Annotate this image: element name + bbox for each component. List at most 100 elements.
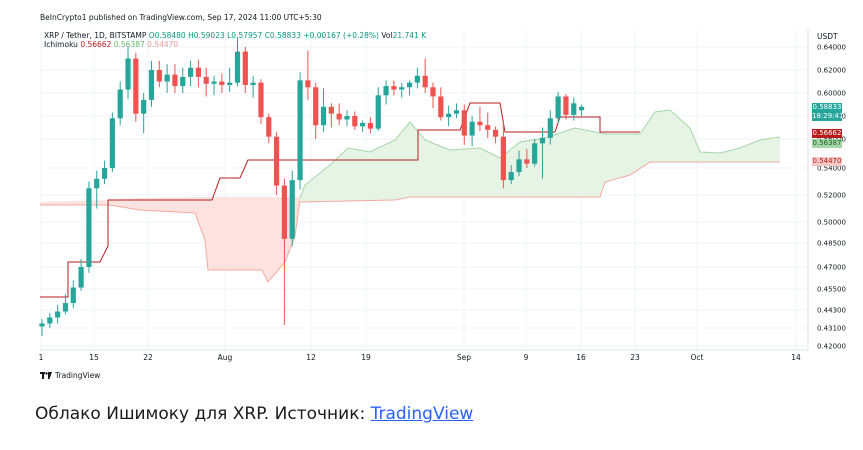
candle-body — [117, 89, 123, 119]
candle-body — [227, 82, 233, 85]
tradingview-brand: TradingView — [55, 371, 101, 380]
base-line-badge: 0.56662 — [812, 129, 842, 138]
indicator-legend[interactable]: Ichimoku 0.56662 0.56387 0.54470 — [44, 40, 178, 49]
caption-text: Облако Ишимоку для XRP. Источник: — [35, 404, 371, 424]
cloud-bullish — [300, 110, 780, 202]
candle-body — [266, 117, 272, 137]
cloud-bearish — [40, 197, 300, 282]
candle-body — [297, 80, 303, 181]
volume-label: Vol — [381, 31, 393, 40]
price-tick-label: 0.54000 — [817, 165, 846, 173]
candle-body — [86, 188, 92, 267]
candle-body — [125, 58, 131, 90]
price-tick-label: 0.47000 — [817, 264, 846, 272]
candle-body — [477, 121, 483, 126]
time-tick-label: 16 — [576, 353, 586, 362]
candle-body — [164, 74, 170, 82]
ichimoku-span-a-value: 0.56387 — [113, 40, 145, 49]
price-tick-label: 0.62000 — [817, 67, 846, 75]
bar-countdown: 18:29:41 — [812, 112, 844, 120]
span-a-line — [299, 109, 781, 199]
candle-body — [414, 75, 420, 83]
candle-body — [383, 86, 389, 96]
span-b-line — [299, 161, 780, 203]
candle-body — [438, 96, 444, 118]
candle-body — [461, 110, 467, 136]
span-b-bear-edge — [40, 199, 301, 283]
grid — [40, 28, 809, 351]
candle-body — [375, 95, 381, 129]
last-price: 0.58833 — [812, 103, 842, 111]
time-tick-label: 23 — [630, 353, 640, 362]
candle-body — [320, 106, 327, 126]
candle-body — [148, 70, 155, 100]
candle-body — [62, 303, 69, 312]
candle-body — [406, 82, 413, 88]
image-caption: Облако Ишимоку для XRP. Источник: Tradin… — [35, 404, 473, 424]
candle-body — [305, 80, 311, 88]
ichimoku-span-b-value: 0.54470 — [147, 40, 179, 49]
price-tick-label: 0.60000 — [817, 90, 846, 98]
last-price-badge: 0.58833 18:29:41 — [812, 103, 844, 121]
candle-body — [555, 96, 561, 119]
price-tick-label: 0.45500 — [817, 286, 846, 294]
candle-body — [274, 136, 280, 186]
candles — [39, 37, 585, 337]
candle-body — [500, 136, 506, 181]
candle-body — [180, 76, 186, 87]
candle-body — [101, 168, 108, 179]
candle-body — [571, 103, 577, 115]
price-tick-label: 0.48500 — [817, 240, 846, 248]
symbol-name[interactable]: XRP / Tether, 1D, BITSTAMP — [44, 31, 147, 40]
time-tick-label: 19 — [361, 353, 371, 362]
candle-body — [195, 67, 201, 77]
candle-body — [430, 87, 436, 97]
ohlc-values: O0.58480 H0.59023 L0.57957 C0.58833 +0.0… — [148, 31, 379, 40]
source-link[interactable]: TradingView — [370, 404, 474, 424]
candle-body — [539, 137, 546, 144]
candle-body — [242, 51, 248, 85]
candle-body — [367, 122, 374, 129]
price-axis[interactable]: 0.640000.620000.600000.580000.560000.540… — [817, 44, 846, 351]
candle-body — [78, 267, 84, 288]
candle-body — [532, 143, 538, 164]
span-b-badge: 0.54470 — [812, 157, 842, 166]
candle-body — [360, 122, 366, 127]
candle-body — [94, 178, 100, 189]
candle-body — [453, 110, 460, 114]
indicator-name[interactable]: Ichimoku — [44, 40, 78, 49]
candle-body — [399, 87, 405, 90]
currency-label: USDT — [817, 32, 838, 41]
candle-body — [234, 51, 241, 83]
publisher-info: BeInCrypto1 published on TradingView.com… — [40, 13, 322, 22]
candle-body — [336, 113, 342, 120]
candle-body — [563, 96, 569, 115]
price-chart[interactable]: 0.640000.620000.600000.580000.560000.540… — [0, 0, 863, 395]
candle-body — [289, 180, 295, 239]
candle-body — [187, 67, 194, 77]
time-tick-label: 1 — [39, 353, 44, 362]
candle-body — [172, 74, 178, 87]
price-tick-label: 0.42000 — [817, 343, 846, 351]
candle-body — [203, 76, 209, 84]
tradingview-logo-icon — [40, 372, 52, 379]
symbol-legend[interactable]: XRP / Tether, 1D, BITSTAMP O0.58480 H0.5… — [44, 31, 426, 40]
price-tick-label: 0.43100 — [817, 325, 846, 333]
candle-body — [250, 82, 256, 85]
tradingview-logo[interactable]: TradingView — [40, 371, 100, 380]
candle-body — [211, 81, 217, 84]
candle-body — [352, 116, 358, 127]
candle-body — [281, 185, 288, 239]
time-tick-label: Oct — [691, 353, 704, 362]
candle-body — [328, 106, 334, 114]
time-tick-label: Aug — [218, 353, 233, 362]
candle-body — [313, 87, 319, 126]
candle-body — [422, 75, 428, 88]
price-tick-label: 0.50000 — [817, 219, 846, 227]
candle-body — [109, 118, 115, 168]
candle-body — [344, 116, 350, 120]
time-axis[interactable]: 1 15 22 Aug 12 19 Sep 9 16 23 Oct 14 — [39, 353, 801, 362]
candle-body — [47, 317, 53, 324]
price-tick-label: 0.44300 — [817, 307, 846, 315]
candle-body — [547, 118, 553, 138]
